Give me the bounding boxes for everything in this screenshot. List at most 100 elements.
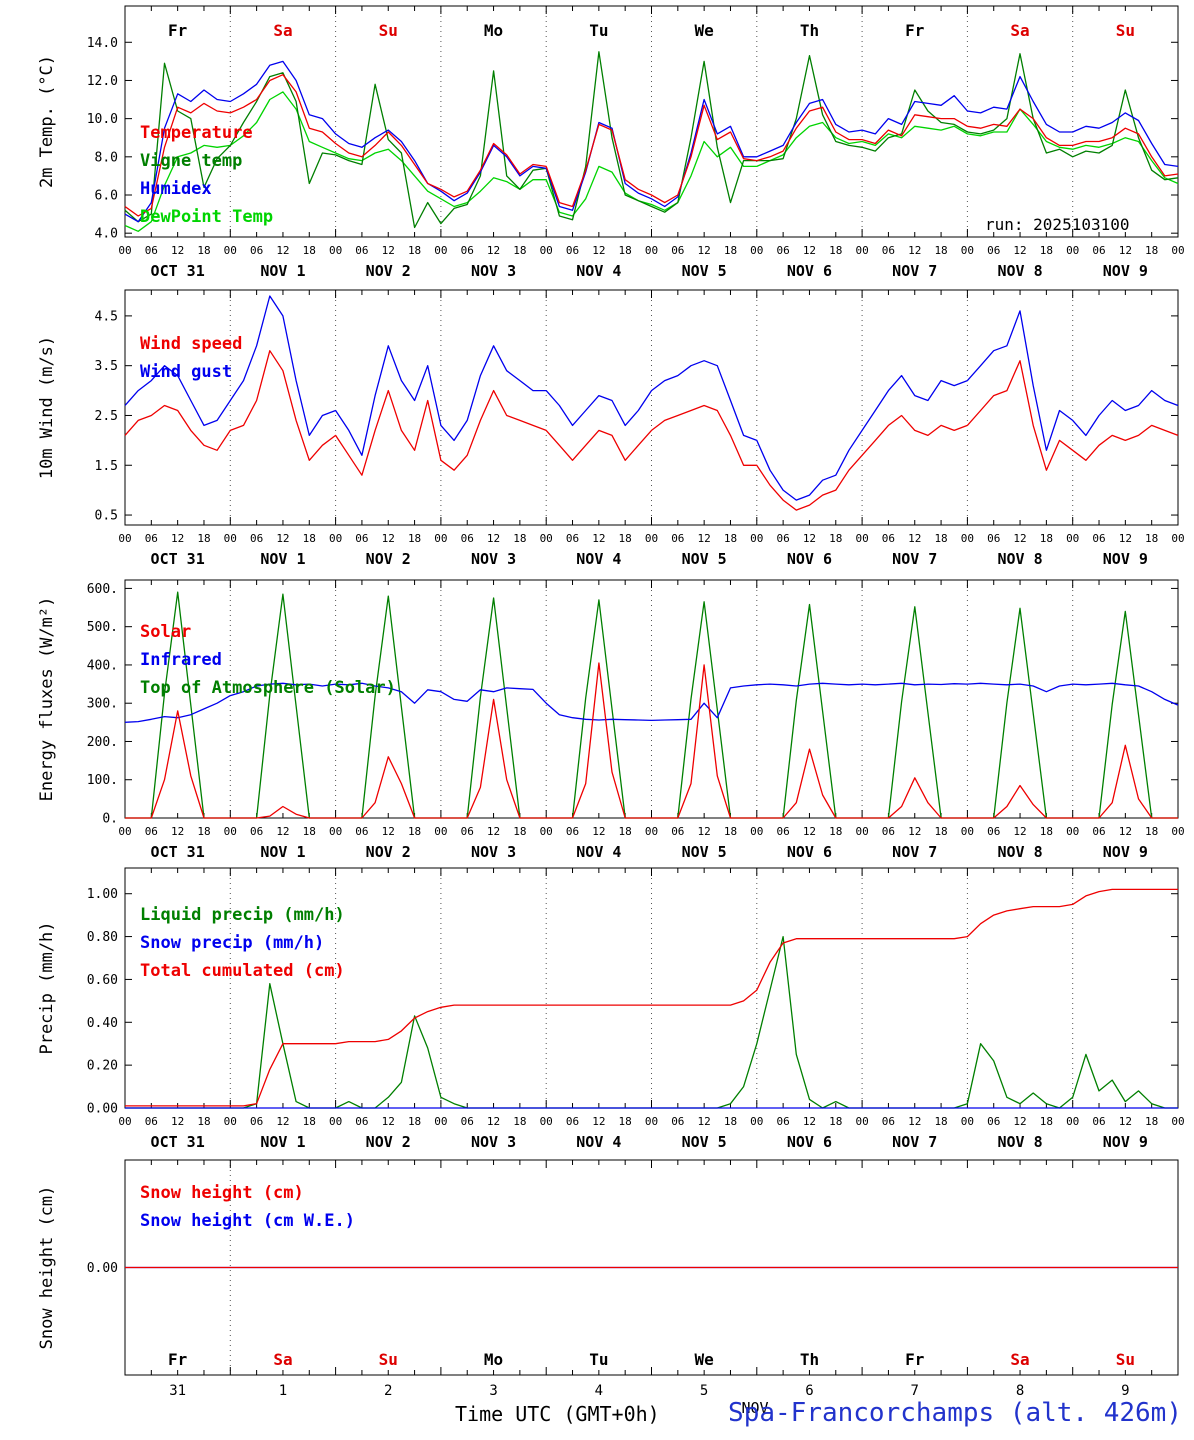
series-humidex	[124, 60, 1179, 223]
weekday-label: Mo	[484, 1350, 503, 1369]
day-axis-label: NOV 2	[366, 1133, 411, 1151]
y-tick-label: 0.00	[87, 1261, 118, 1276]
hour-tick-label: 00	[1066, 825, 1079, 838]
hour-tick-label: 12	[276, 1115, 289, 1128]
hour-tick-label: 06	[777, 1115, 790, 1128]
hour-tick-label: 12	[1013, 825, 1026, 838]
hour-tick-label: 18	[303, 825, 316, 838]
hour-tick-label: 06	[355, 1115, 368, 1128]
hour-tick-label: 06	[145, 244, 158, 257]
hour-tick-label: 18	[1145, 244, 1158, 257]
hour-tick-label: 06	[250, 1115, 263, 1128]
weekday-label: Th	[800, 1350, 819, 1369]
hour-tick-label: 00	[329, 244, 342, 257]
hour-tick-label: 18	[303, 244, 316, 257]
hour-tick-label: 12	[276, 532, 289, 545]
weekday-label: Fr	[905, 1350, 924, 1369]
y-tick-label: 500.	[87, 620, 118, 635]
hour-tick-label: 12	[908, 825, 921, 838]
hour-tick-label: 00	[540, 825, 553, 838]
hour-tick-label: 06	[882, 532, 895, 545]
day-axis-label: OCT 31	[151, 843, 205, 861]
hour-tick-label: 18	[619, 244, 632, 257]
hour-tick-label: 06	[461, 825, 474, 838]
day-axis-label: NOV 6	[787, 1133, 832, 1151]
hour-tick-label: 12	[803, 1115, 816, 1128]
hour-tick-label: 06	[882, 825, 895, 838]
day-axis-label: NOV 1	[260, 843, 305, 861]
hour-tick-label: 06	[987, 244, 1000, 257]
y-tick-label: 10.0	[87, 112, 118, 127]
day-axis-label: NOV 3	[471, 550, 516, 568]
hour-tick-label: 06	[987, 532, 1000, 545]
hour-tick-label: 00	[961, 532, 974, 545]
weekday-label: Fr	[168, 1350, 187, 1369]
hour-tick-label: 18	[513, 244, 526, 257]
hour-tick-label: 18	[408, 825, 421, 838]
hour-tick-label: 00	[329, 1115, 342, 1128]
hour-tick-label: 06	[1092, 244, 1105, 257]
station-title: Spa-Francorchamps (alt. 426m)	[728, 1398, 1182, 1428]
hour-tick-label: 12	[698, 532, 711, 545]
time-axis-label: Time UTC (GMT+0h)	[455, 1402, 660, 1426]
hour-tick-label: 00	[750, 1115, 763, 1128]
y-tick-label: 200.	[87, 735, 118, 750]
hour-tick-label: 18	[197, 825, 210, 838]
hour-tick-label: 18	[513, 825, 526, 838]
legend-humidex: Humidex	[140, 179, 212, 199]
hour-tick-label: 00	[855, 825, 868, 838]
hour-tick-label: 12	[698, 825, 711, 838]
hour-tick-label: 00	[1171, 532, 1184, 545]
legend-top-of-atmosphere-solar-: Top of Atmosphere (Solar)	[140, 678, 396, 698]
hour-tick-label: 06	[671, 1115, 684, 1128]
y-axis-title: Snow height (cm)	[37, 1186, 57, 1350]
y-tick-label: 0.20	[87, 1059, 118, 1074]
weekday-label: Fr	[905, 21, 924, 40]
hour-tick-label: 12	[803, 825, 816, 838]
y-axis-title: Precip (mm/h)	[37, 921, 57, 1054]
hour-tick-label: 00	[1066, 1115, 1079, 1128]
y-tick-label: 14.0	[87, 36, 118, 51]
hour-tick-label: 00	[645, 825, 658, 838]
hour-tick-label: 06	[1092, 1115, 1105, 1128]
hour-tick-label: 12	[1119, 532, 1132, 545]
day-number-label: 6	[805, 1383, 813, 1399]
panel-temperature: 14.0 12.0 10.0 8.0 6.0 4.0 Temperature Vigne te…	[37, 5, 1185, 280]
day-axis-label: NOV 1	[260, 262, 305, 280]
weekday-label: Sa	[1010, 21, 1029, 40]
day-axis-label: NOV 6	[787, 262, 832, 280]
hour-tick-label: 18	[1040, 532, 1053, 545]
hour-tick-label: 12	[1119, 244, 1132, 257]
panel-energy-fluxes: 600. 500. 400. 300. 200. 100. 0. Solar Infrared T…	[37, 579, 1185, 861]
hour-tick-label: 06	[566, 1115, 579, 1128]
y-tick-label: 600.	[87, 582, 118, 597]
day-axis-label: NOV 8	[997, 262, 1042, 280]
legend-snow-height-cm-: Snow height (cm)	[140, 1183, 304, 1203]
panel-wind: 4.5 3.5 2.5 1.5 0.5 Wind speed Wind gust 00 06 12…	[37, 289, 1185, 568]
y-tick-label: 6.0	[95, 189, 118, 204]
hour-tick-label: 18	[829, 1115, 842, 1128]
legend-temperature: Temperature	[140, 123, 253, 143]
hour-tick-label: 12	[1013, 1115, 1026, 1128]
y-tick-label: 400.	[87, 658, 118, 673]
day-axis-label: NOV 5	[682, 262, 727, 280]
day-axis-label: NOV 2	[366, 262, 411, 280]
legend-vigne-temp: Vigne temp	[140, 151, 242, 171]
hour-tick-label: 12	[1119, 1115, 1132, 1128]
hour-tick-label: 12	[487, 532, 500, 545]
hour-tick-label: 12	[803, 532, 816, 545]
hour-tick-label: 18	[408, 532, 421, 545]
day-axis-label: NOV 9	[1103, 550, 1148, 568]
day-axis-label: NOV 7	[892, 1133, 937, 1151]
day-axis-label: NOV 8	[997, 843, 1042, 861]
hour-tick-label: 12	[803, 244, 816, 257]
hour-tick-label: 06	[1092, 825, 1105, 838]
day-number-label: 8	[1016, 1383, 1024, 1399]
legend-dewpoint-temp: DewPoint Temp	[140, 207, 273, 227]
hour-tick-label: 00	[118, 532, 131, 545]
hour-tick-label: 06	[566, 825, 579, 838]
day-axis-label: NOV 7	[892, 550, 937, 568]
hour-tick-label: 00	[224, 1115, 237, 1128]
hour-tick-label: 18	[197, 1115, 210, 1128]
hour-tick-label: 18	[934, 532, 947, 545]
